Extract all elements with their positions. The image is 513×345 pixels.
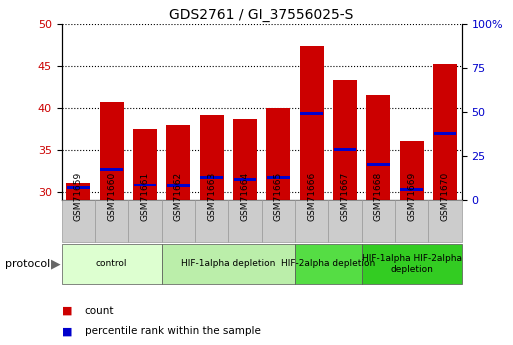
Text: GSM71670: GSM71670 xyxy=(441,171,449,221)
Text: GSM71669: GSM71669 xyxy=(407,171,416,221)
Bar xyxy=(200,176,223,179)
Bar xyxy=(433,65,457,200)
Bar xyxy=(400,141,424,200)
Bar xyxy=(433,132,457,135)
Text: GSM71662: GSM71662 xyxy=(174,172,183,221)
Bar xyxy=(62,200,95,242)
Bar xyxy=(295,244,362,284)
Bar xyxy=(400,188,423,191)
Bar xyxy=(66,183,90,200)
Bar xyxy=(300,112,323,115)
Text: ▶: ▶ xyxy=(51,257,61,270)
Title: GDS2761 / GI_37556025-S: GDS2761 / GI_37556025-S xyxy=(169,8,354,22)
Bar xyxy=(100,102,124,200)
Bar xyxy=(300,46,324,200)
Text: ■: ■ xyxy=(62,306,72,315)
Bar xyxy=(266,108,290,200)
Bar xyxy=(167,184,190,187)
Bar xyxy=(295,200,328,242)
Text: ■: ■ xyxy=(62,326,72,336)
Text: GSM71664: GSM71664 xyxy=(241,172,249,221)
Text: protocol: protocol xyxy=(5,259,50,269)
Bar xyxy=(395,200,428,242)
Bar xyxy=(95,200,128,242)
Bar xyxy=(267,176,290,179)
Text: control: control xyxy=(96,259,127,268)
Bar xyxy=(333,148,357,151)
Bar xyxy=(128,200,162,242)
Text: GSM71663: GSM71663 xyxy=(207,171,216,221)
Text: GSM71661: GSM71661 xyxy=(141,171,149,221)
Text: count: count xyxy=(85,306,114,315)
Bar xyxy=(328,200,362,242)
Text: GSM71666: GSM71666 xyxy=(307,171,316,221)
Bar xyxy=(67,186,90,189)
Text: HIF-2alpha depletion: HIF-2alpha depletion xyxy=(281,259,376,268)
Bar xyxy=(166,125,190,200)
Bar xyxy=(362,244,462,284)
Bar xyxy=(100,168,123,170)
Bar xyxy=(233,178,256,181)
Text: GSM71659: GSM71659 xyxy=(74,171,83,221)
Bar xyxy=(362,200,395,242)
Bar xyxy=(200,115,224,200)
Bar xyxy=(133,129,157,200)
Bar xyxy=(228,200,262,242)
Bar xyxy=(333,80,357,200)
Bar xyxy=(133,184,156,187)
Text: GSM71668: GSM71668 xyxy=(374,171,383,221)
Text: GSM71665: GSM71665 xyxy=(274,171,283,221)
Bar xyxy=(366,95,390,200)
Text: percentile rank within the sample: percentile rank within the sample xyxy=(85,326,261,336)
Bar xyxy=(195,200,228,242)
Bar xyxy=(367,164,390,166)
Text: HIF-1alpha HIF-2alpha
depletion: HIF-1alpha HIF-2alpha depletion xyxy=(362,254,462,274)
Bar xyxy=(162,244,295,284)
Bar xyxy=(162,200,195,242)
Bar xyxy=(62,244,162,284)
Text: GSM71660: GSM71660 xyxy=(107,171,116,221)
Bar xyxy=(428,200,462,242)
Bar xyxy=(262,200,295,242)
Text: HIF-1alpha depletion: HIF-1alpha depletion xyxy=(181,259,275,268)
Bar xyxy=(233,119,257,200)
Text: GSM71667: GSM71667 xyxy=(341,171,349,221)
